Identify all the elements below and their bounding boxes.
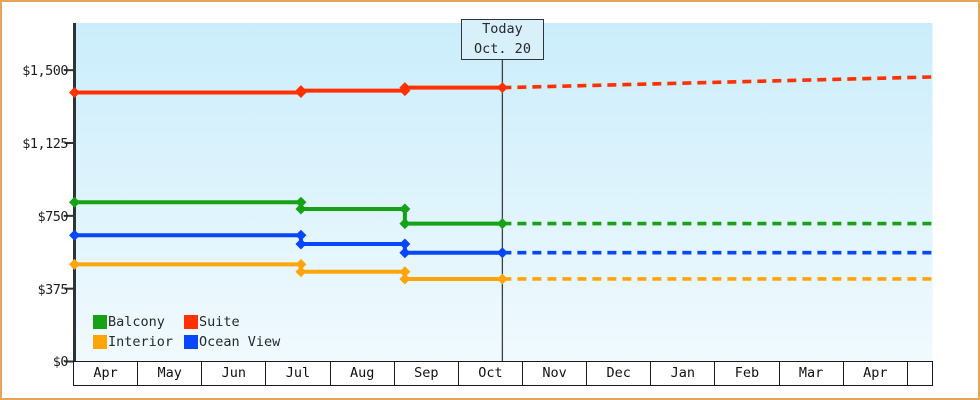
- price-point-marker-balcony: [295, 196, 307, 208]
- price-line-interior: [74, 262, 503, 281]
- month-axis-band: Apr May Jun Jul Aug Sep Oct Nov Dec Jan …: [73, 361, 933, 386]
- price-line-balcony: [74, 200, 503, 226]
- month-cell-oct: Oct: [459, 362, 523, 385]
- month-cell-dec: Dec: [587, 362, 652, 385]
- price-point-marker-ocean-view: [496, 247, 508, 259]
- price-point-marker-interior: [295, 258, 307, 270]
- price-point-marker-balcony: [399, 218, 411, 230]
- price-line-ocean-view: [74, 233, 503, 255]
- price-point-marker-suite: [69, 87, 80, 99]
- price-point-marker-suite: [399, 82, 411, 94]
- price-point-marker-interior: [496, 273, 508, 285]
- price-point-marker-suite: [295, 85, 307, 97]
- today-annotation-line1: Today: [482, 20, 523, 37]
- y-tick-label-0: $0: [52, 354, 69, 370]
- price-point-marker-ocean-view: [295, 229, 307, 241]
- legend-label-ocean-view: Ocean View: [199, 334, 281, 350]
- interior-color-swatch: [93, 335, 107, 349]
- price-point-marker-interior: [399, 266, 411, 278]
- balcony-color-swatch: [93, 315, 107, 329]
- month-cell-apr: Apr: [74, 362, 139, 385]
- legend-item-balcony: Balcony: [93, 314, 165, 330]
- price-point-marker-balcony: [496, 218, 508, 230]
- today-annotation-box: Today Oct. 20: [461, 19, 544, 60]
- legend-item-interior: Interior: [93, 334, 173, 350]
- month-cell-jul: Jul: [266, 362, 331, 385]
- month-cell-jun: Jun: [202, 362, 267, 385]
- month-cell-nov: Nov: [523, 362, 588, 385]
- ocean-view-color-swatch: [184, 335, 198, 349]
- today-annotation-line2: Oct. 20: [474, 40, 531, 57]
- month-cell-feb: Feb: [715, 362, 780, 385]
- legend-item-ocean-view: Ocean View: [184, 334, 280, 350]
- month-cell-mar: Mar: [780, 362, 844, 385]
- legend-label-balcony: Balcony: [108, 314, 165, 330]
- legend-label-suite: Suite: [199, 314, 240, 330]
- price-point-marker-interior: [295, 266, 307, 278]
- price-point-marker-interior: [69, 258, 80, 270]
- price-point-marker-ocean-view: [69, 229, 80, 241]
- price-point-marker-ocean-view: [295, 238, 307, 250]
- price-point-marker-balcony: [399, 203, 411, 215]
- price-line-suite: [74, 85, 503, 95]
- y-tick-label-1125: $1,125: [22, 136, 68, 152]
- price-point-marker-ocean-view: [399, 247, 411, 259]
- price-point-marker-balcony: [69, 196, 80, 208]
- month-cell-jan: Jan: [651, 362, 716, 385]
- legend-label-interior: Interior: [108, 334, 174, 350]
- price-point-marker-suite: [496, 82, 508, 94]
- month-cell-partial: [908, 362, 932, 385]
- month-cell-aug: Aug: [331, 362, 395, 385]
- suite-color-swatch: [184, 315, 198, 329]
- forecast-line-suite: [502, 75, 933, 90]
- y-tick-label-1500: $1,500: [22, 63, 68, 79]
- month-cell-may: May: [138, 362, 203, 385]
- month-cell-sep: Sep: [395, 362, 459, 385]
- legend-item-suite: Suite: [184, 314, 240, 330]
- price-point-marker-interior: [399, 273, 411, 285]
- price-point-marker-balcony: [295, 203, 307, 215]
- y-tick-label-750: $750: [37, 209, 68, 225]
- month-cell-apr2: Apr: [844, 362, 908, 385]
- y-tick-label-375: $375: [37, 282, 68, 298]
- price-point-marker-ocean-view: [399, 238, 411, 250]
